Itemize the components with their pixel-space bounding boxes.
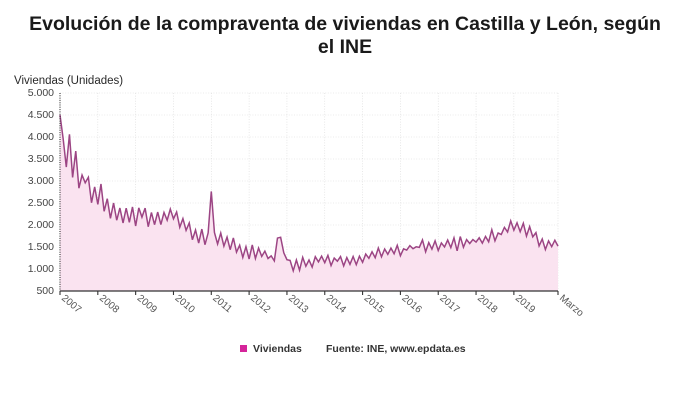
svg-text:2013: 2013	[286, 293, 310, 316]
svg-text:2012: 2012	[248, 293, 272, 316]
svg-text:2009: 2009	[135, 293, 159, 316]
svg-text:1.000: 1.000	[28, 263, 54, 275]
svg-text:3.000: 3.000	[28, 175, 54, 187]
svg-text:2014: 2014	[324, 293, 348, 316]
svg-text:4.000: 4.000	[28, 131, 54, 143]
svg-text:Marzo: Marzo	[557, 293, 586, 320]
svg-text:2016: 2016	[399, 293, 423, 316]
svg-text:2017: 2017	[437, 293, 461, 316]
svg-text:5.000: 5.000	[28, 87, 54, 99]
svg-text:2.000: 2.000	[28, 219, 54, 231]
svg-text:4.500: 4.500	[28, 109, 54, 121]
svg-text:2008: 2008	[97, 293, 121, 316]
svg-text:2010: 2010	[173, 293, 197, 316]
svg-text:2015: 2015	[362, 293, 386, 316]
svg-text:2011: 2011	[210, 293, 234, 316]
svg-text:2.500: 2.500	[28, 197, 54, 209]
svg-text:2019: 2019	[513, 293, 537, 316]
svg-text:2007: 2007	[59, 293, 83, 316]
svg-text:2018: 2018	[475, 293, 499, 316]
svg-text:1.500: 1.500	[28, 241, 54, 253]
svg-text:500: 500	[36, 285, 54, 297]
svg-text:3.500: 3.500	[28, 153, 54, 165]
